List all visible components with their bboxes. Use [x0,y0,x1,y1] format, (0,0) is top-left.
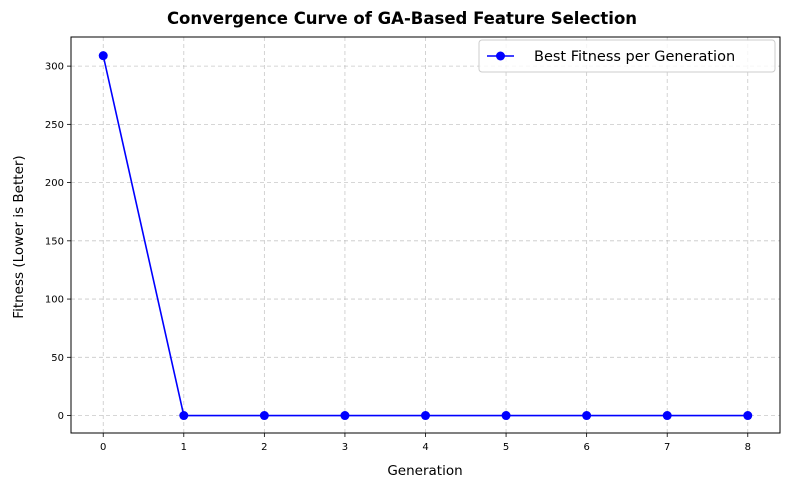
data-point [259,411,269,421]
data-point [179,411,189,421]
y-tick-label: 0 [58,411,64,422]
data-point [743,411,753,421]
x-tick-label: 5 [503,442,509,453]
x-tick-label: 8 [745,442,751,453]
grid [71,37,780,433]
x-tick-label: 0 [100,442,106,453]
x-tick-label: 4 [422,442,428,453]
data-point [421,411,430,421]
x-tick-label: 7 [664,442,670,453]
y-tick-label: 200 [45,178,64,189]
legend-marker [496,51,505,61]
data-point [340,411,350,421]
data-point [501,411,511,421]
legend: Best Fitness per Generation [478,39,776,73]
x-tick-label: 3 [342,442,348,453]
y-tick-label: 250 [45,120,64,131]
y-tick-label: 300 [45,62,64,73]
series-layer [98,51,753,421]
data-point [582,411,592,421]
y-axis-title: Fitness (Lower is Better) [11,155,27,318]
y-tick-label: 100 [45,295,64,306]
x-axis-title: Generation [387,463,462,479]
x-tick-label: 6 [583,442,589,453]
x-tick-label: 2 [261,442,267,453]
legend-label: Best Fitness per Generation [534,49,735,65]
chart-title: Convergence Curve of GA-Based Feature Se… [167,9,637,28]
y-axis: 0 50 100 150 200 250 300 [45,62,71,422]
y-tick-label: 50 [51,353,64,364]
y-tick-label: 150 [45,236,64,247]
data-point [662,411,672,421]
legend-box [478,39,776,73]
x-tick-label: 1 [181,442,187,453]
data-point [98,51,108,61]
x-axis: 0 1 2 3 4 5 6 7 8 [100,433,751,453]
